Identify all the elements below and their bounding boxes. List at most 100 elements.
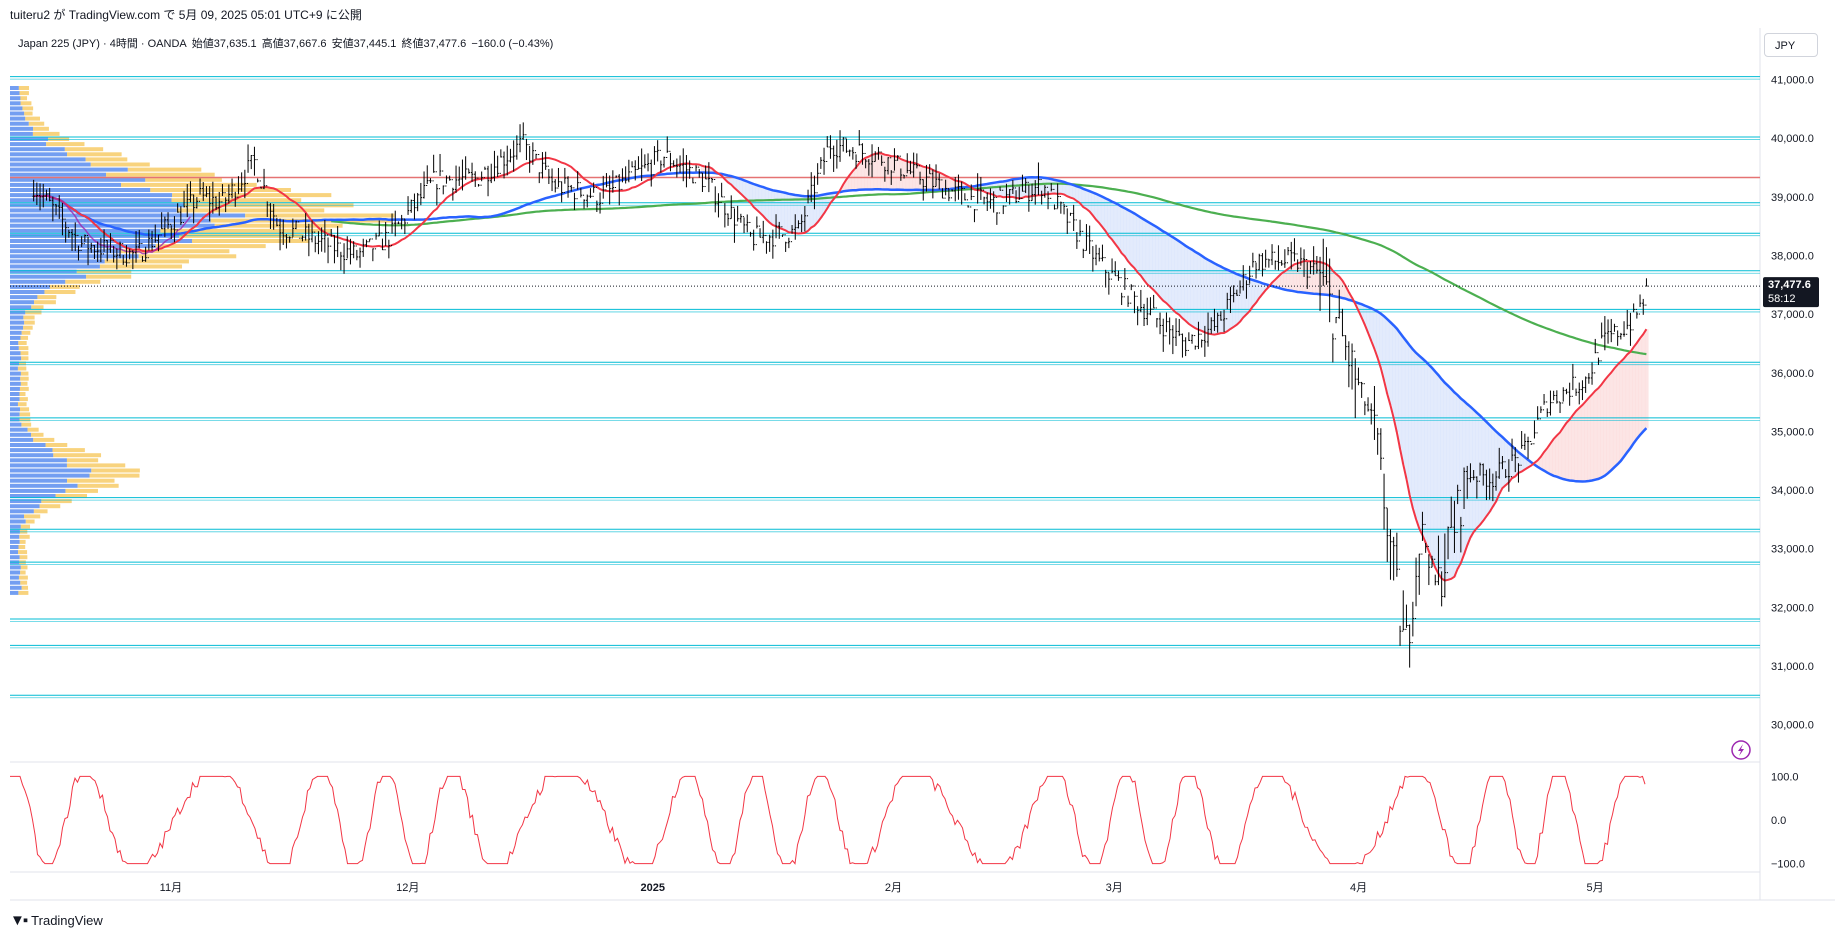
price-axis[interactable]: 41,000.0 40,000.0 39,000.0 38,000.0 37,000.0… xyxy=(1771,75,1814,732)
cloud-segment xyxy=(1571,415,1575,481)
cloud-segment xyxy=(1308,261,1313,294)
volume-profile-bar-sell xyxy=(18,361,27,366)
cloud-segment xyxy=(1216,264,1220,335)
cloud-segment xyxy=(1270,282,1275,287)
cloud-segment xyxy=(1200,255,1204,331)
volume-profile-bar-buy xyxy=(10,244,156,249)
cloud-segment xyxy=(1555,435,1559,477)
currency-button[interactable]: JPY xyxy=(1764,33,1818,57)
cloud-segment xyxy=(1584,401,1588,482)
volume-profile-bar-buy xyxy=(10,580,21,585)
cloud-segment xyxy=(1276,276,1281,288)
cloud-segment xyxy=(902,160,907,190)
cloud-segment xyxy=(1382,316,1387,381)
volume-profile-bar-sell xyxy=(20,376,29,381)
volume-profile-bar-sell xyxy=(20,580,28,585)
cloud-segment xyxy=(1110,201,1115,240)
cloud-segment xyxy=(752,183,756,207)
oscillator-pane xyxy=(10,775,1646,865)
cloud-segment xyxy=(1078,187,1083,204)
volume-profile-bar-sell xyxy=(20,351,29,356)
volume-profile-bar-buy xyxy=(10,443,46,447)
cloud-segment xyxy=(1097,195,1102,224)
change-value: −160.0 (−0.43%) xyxy=(471,38,554,50)
cloud-segment xyxy=(1548,443,1553,475)
cloud-segment xyxy=(1424,361,1428,543)
volume-profile-bar-buy xyxy=(10,397,20,402)
cloud-segment xyxy=(1081,188,1086,207)
volume-profile-bar-sell xyxy=(18,341,27,345)
cloud-segment xyxy=(806,196,811,231)
volume-profile-bar-buy xyxy=(10,555,20,560)
cloud-segment xyxy=(1622,358,1627,457)
cloud-segment xyxy=(873,153,878,190)
cloud-segment xyxy=(1113,203,1118,244)
cloud-segment xyxy=(892,156,897,190)
volume-profile-bar-buy xyxy=(10,182,122,187)
volume-profile-bar-buy xyxy=(10,218,211,223)
volume-profile-bar-buy xyxy=(10,106,23,111)
volume-profile-bar-buy xyxy=(10,545,19,549)
cloud-segment xyxy=(1596,388,1601,479)
cloud-segment xyxy=(1398,332,1403,449)
volume-profile-bar-buy xyxy=(10,300,35,305)
cloud-segment xyxy=(1526,459,1531,468)
volume-profile-bar-sell xyxy=(160,228,332,233)
brand-footer[interactable]: ▼▪ TradingView xyxy=(10,912,103,929)
cloud-segment xyxy=(748,182,753,203)
volume-profile-bar-sell xyxy=(24,514,41,519)
cloud-segment xyxy=(700,165,705,173)
cloud-segment xyxy=(796,195,801,234)
volume-profile-bar-buy xyxy=(10,575,19,580)
cloud-segment xyxy=(1014,179,1019,198)
cloud-segment xyxy=(1644,329,1649,429)
cloud-segment xyxy=(1248,279,1252,312)
volume-profile-bar-buy xyxy=(10,137,49,141)
volume-profile-bar-sell xyxy=(19,534,30,539)
volume-profile-bar-sell xyxy=(25,116,40,121)
volume-profile-bar-buy xyxy=(10,376,21,381)
cloud-segment xyxy=(854,167,859,191)
volume-profile-bar-sell xyxy=(55,494,88,498)
volume-profile-bar-buy xyxy=(10,284,50,289)
cloud-segment xyxy=(1593,390,1598,480)
volume-profile-bar-buy xyxy=(10,295,38,300)
volume-profile-bar-sell xyxy=(32,131,60,136)
volume-profile-bar-buy xyxy=(10,422,22,427)
oscillator-tick-label: 100.0 xyxy=(1771,771,1799,783)
cloud-segment xyxy=(1219,266,1223,334)
oscillator-axis[interactable]: 100.0 0.0 −100.0 xyxy=(1771,771,1805,870)
symbol-name[interactable]: Japan 225 (JPY) · 4時間 · OANDA xyxy=(18,38,187,50)
volume-profile-bar-sell xyxy=(121,182,257,187)
cloud-segment xyxy=(950,178,955,189)
cloud-segment xyxy=(1145,221,1150,285)
cloud-segment xyxy=(1427,364,1431,552)
volume-profile-bar-sell xyxy=(191,239,310,243)
publish-info: tuiteru2 が TradingView.com で 5月 09, 2025… xyxy=(10,8,362,22)
volume-profile-bar-buy xyxy=(10,264,100,269)
cloud-segment xyxy=(793,195,798,234)
volume-profile-bar-sell xyxy=(28,121,45,126)
cloud-segment xyxy=(1280,273,1284,289)
volume-profile-bar-buy xyxy=(10,356,22,361)
volume-profile-bar-buy xyxy=(10,157,86,162)
volume-profile-bar-sell xyxy=(17,402,27,407)
cloud-segment xyxy=(1052,179,1057,194)
volume-profile-bar-buy xyxy=(10,131,33,136)
volume-profile-bar-sell xyxy=(99,264,183,269)
cloud-segment xyxy=(995,182,999,197)
alert-lightning-icon[interactable] xyxy=(1731,740,1751,760)
cloud-segment xyxy=(992,182,996,195)
volume-profile-bar-buy xyxy=(10,412,20,417)
volume-profile-bar-buy xyxy=(10,473,90,478)
volume-profile-bar-sell xyxy=(21,356,29,361)
volume-profile-bar-sell xyxy=(66,463,126,468)
volume-profile-bar-buy xyxy=(10,585,22,590)
cloud-segment xyxy=(1315,261,1319,294)
cloud-segment xyxy=(822,194,827,214)
cloud-segment xyxy=(1539,456,1543,469)
volume-profile-bar-sell xyxy=(18,590,29,595)
time-axis[interactable]: 11月 12月 2025 2月 3月 4月 5月 xyxy=(160,882,1604,894)
volume-profile-bar-sell xyxy=(33,509,48,514)
